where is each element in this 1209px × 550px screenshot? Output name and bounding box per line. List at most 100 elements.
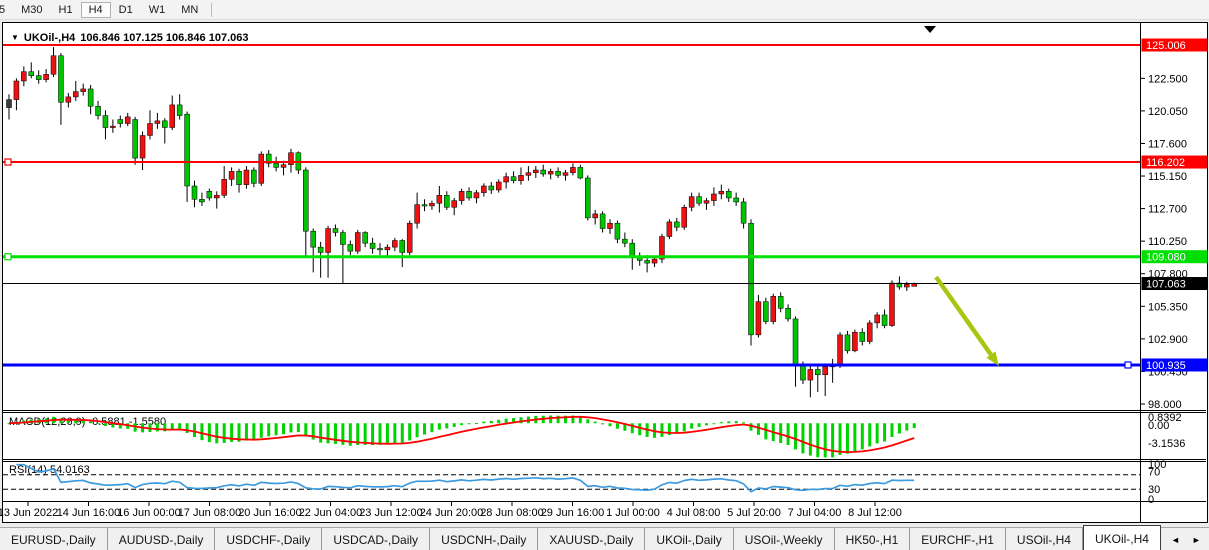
- candle-body: [570, 167, 576, 173]
- candle-body: [243, 169, 250, 185]
- tab-usdchf-daily[interactable]: USDCHF-,Daily: [215, 528, 323, 550]
- macd-histogram-bar: [371, 423, 375, 445]
- candle-body: [822, 366, 828, 376]
- time-tick-label: 29 Jun 16:00: [541, 507, 605, 519]
- macd-histogram-bar: [601, 423, 605, 425]
- candle-body: [317, 246, 324, 253]
- tabs-scroll-left-icon[interactable]: ◄: [1170, 534, 1180, 545]
- macd-axis-label: 0.8392: [1148, 412, 1182, 424]
- line-handle: [1124, 361, 1132, 369]
- macd-histogram-bar: [474, 422, 478, 424]
- candle-body: [310, 230, 316, 248]
- macd-histogram-bar: [586, 419, 590, 424]
- timeframe-button-h1[interactable]: H1: [58, 3, 73, 16]
- price-tick-label: 120.050: [1148, 106, 1188, 118]
- macd-histogram-bar: [675, 423, 679, 434]
- time-tick-label: 23 Jun 12:00: [359, 507, 423, 519]
- macd-histogram-bar: [890, 423, 894, 437]
- rsi-line: [16, 463, 915, 493]
- candle-body: [525, 172, 532, 176]
- tab-audusd-daily[interactable]: AUDUSD-,Daily: [108, 528, 216, 550]
- macd-histogram-bar: [311, 423, 315, 440]
- tab-ukoil-daily[interactable]: UKOil-,Daily: [645, 528, 734, 550]
- candle-body: [852, 331, 858, 352]
- macd-histogram-bar: [905, 423, 909, 431]
- time-tick-label: 17 Jun 08:00: [178, 507, 242, 519]
- candle-body: [340, 232, 346, 245]
- candle-body: [384, 246, 391, 251]
- macd-histogram-bar: [742, 422, 746, 424]
- candle-body: [800, 365, 806, 381]
- candle-body: [874, 314, 880, 324]
- candle-body: [466, 191, 472, 199]
- macd-histogram-bar: [727, 421, 731, 424]
- chart-dropdown-icon[interactable]: ▼: [11, 32, 19, 42]
- candle-body: [815, 369, 821, 376]
- timeframe-button-mn[interactable]: MN: [181, 3, 199, 16]
- macd-histogram-bar: [838, 423, 842, 455]
- macd-histogram-bar: [118, 423, 122, 429]
- macd-histogram-bar: [74, 420, 78, 424]
- time-tick-label: 20 Jun 16:00: [238, 507, 302, 519]
- timeframe-button-m30[interactable]: M30: [21, 3, 43, 16]
- rsi-axis-label: 100: [1148, 459, 1166, 471]
- candle-body: [35, 75, 42, 80]
- tab-usdcnh-daily[interactable]: USDCNH-,Daily: [430, 528, 539, 550]
- candle-body: [429, 203, 435, 207]
- price-tick-label: 122.500: [1148, 73, 1188, 85]
- macd-histogram-bar: [193, 423, 196, 438]
- macd-histogram-bar: [408, 423, 412, 441]
- price-badge: [1141, 277, 1208, 291]
- macd-histogram-bar: [333, 423, 337, 444]
- timeframe-button-w1[interactable]: W1: [148, 3, 166, 16]
- macd-histogram-bar: [623, 423, 627, 431]
- candle-body: [406, 222, 413, 253]
- tab-usoil-h4[interactable]: USOil-,H4: [1006, 528, 1083, 550]
- tab-hk50-h1[interactable]: HK50-,H1: [835, 528, 911, 550]
- macd-histogram-bar: [497, 419, 501, 424]
- candle-body: [6, 99, 12, 108]
- macd-histogram-bar: [564, 415, 567, 424]
- tab-ukoil-h4[interactable]: UKOil-,H4: [1082, 525, 1161, 550]
- timeframe-button-d1[interactable]: D1: [118, 3, 133, 16]
- candle-body: [421, 204, 428, 207]
- macd-histogram-bar: [59, 418, 63, 424]
- candle-body: [73, 91, 79, 98]
- time-tick-label: 1 Jul 00:00: [606, 507, 660, 519]
- candle-body: [881, 314, 888, 326]
- chart-title[interactable]: ▼ UKOil-,H4 106.846 107.125 106.846 107.…: [11, 32, 248, 44]
- tab-usoil-weekly[interactable]: USOil-,Weekly: [734, 528, 835, 550]
- tabs-scroll-right-icon[interactable]: ►: [1191, 534, 1201, 545]
- macd-histogram-bar: [638, 423, 642, 436]
- candle-body: [288, 152, 294, 165]
- macd-histogram-bar: [845, 423, 849, 454]
- candle-body: [65, 96, 72, 103]
- price-badge-label: 100.935: [1146, 360, 1186, 372]
- tab-eurchf-h1[interactable]: EURCHF-,H1: [910, 528, 1006, 550]
- macd-histogram-bar: [460, 423, 464, 426]
- candle-body: [733, 197, 739, 203]
- timeframe-toolbar: 5 M30 H1 H4 D1 W1 MN: [0, 0, 1209, 20]
- macd-histogram-bar: [452, 423, 456, 427]
- price-tick-label: 102.900: [1148, 334, 1188, 346]
- candle-body: [755, 301, 762, 336]
- time-tick-label: 24 Jun 20:00: [420, 507, 484, 519]
- macd-histogram-bar: [230, 423, 234, 442]
- timeframe-button-5[interactable]: 5: [0, 2, 13, 18]
- tab-usdcad-daily[interactable]: USDCAD-,Daily: [322, 528, 431, 550]
- tab-eurusd-daily[interactable]: EURUSD-,Daily: [0, 528, 108, 550]
- tab-xauusd-daily[interactable]: XAUUSD-,Daily: [538, 528, 646, 550]
- macd-histogram-bar: [556, 415, 560, 424]
- macd-histogram-bar: [385, 423, 389, 445]
- macd-histogram-bar: [697, 423, 701, 427]
- macd-histogram-bar: [571, 415, 575, 424]
- price-tick-label: 98.000: [1148, 399, 1182, 411]
- candle-body: [481, 185, 487, 193]
- macd-histogram-bar: [860, 423, 864, 450]
- time-tick-label: 7 Jul 04:00: [788, 507, 842, 519]
- time-tick-label: 14 Jun 16:00: [57, 507, 121, 519]
- candle-body: [792, 318, 799, 366]
- macd-histogram-bar: [823, 423, 827, 458]
- timeframe-button-h4[interactable]: H4: [80, 1, 111, 18]
